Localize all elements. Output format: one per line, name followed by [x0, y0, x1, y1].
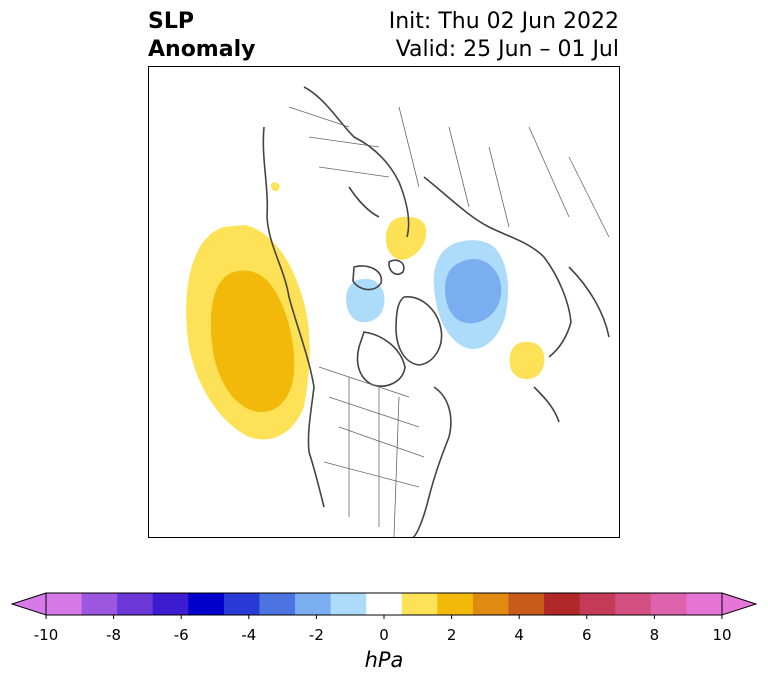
colorbar-extend-low: [10, 592, 47, 616]
colorbar-segment: [508, 593, 545, 615]
colorbar-segment: [544, 593, 581, 615]
colorbar-segment: [81, 593, 118, 615]
colorbar-tick-label: 6: [582, 626, 592, 644]
map-svg: [186, 86, 610, 537]
colorbar-segment: [366, 593, 403, 615]
map-subtitle: Init: Thu 02 Jun 2022 Valid: 25 Jun – 01…: [389, 8, 619, 64]
anomaly-positive-west-core: [210, 270, 295, 413]
colorbar-segment: [295, 593, 332, 615]
colorbar-tick-label: -4: [241, 626, 257, 644]
borders: [288, 106, 610, 537]
title-line-slp: SLP: [148, 9, 194, 34]
anomaly-negative-arctic: [346, 278, 385, 323]
colorbar-tick-label: 8: [649, 626, 660, 644]
colorbar-segment: [401, 593, 438, 615]
colorbar-segment: [152, 593, 189, 615]
colorbar-tick-label: -10: [33, 626, 59, 644]
north-america-borders: [318, 366, 425, 537]
north-america-west-coast: [262, 126, 325, 508]
colorbar-segment: [579, 593, 616, 615]
colorbar-segment: [117, 593, 154, 615]
east-asia-coast: [533, 266, 610, 423]
anomaly-positive-small-west: [271, 182, 280, 192]
colorbar: [0, 590, 768, 680]
colorbar-segment: [650, 593, 687, 615]
anomaly-negative-siberia-core: [445, 258, 502, 324]
valid-range: Valid: 25 Jun – 01 Jul: [395, 37, 619, 62]
colorbar-segment: [188, 593, 225, 615]
north-america-east-coast: [412, 386, 452, 537]
map-title: SLP Anomaly: [148, 8, 255, 64]
arctic-islands: [352, 259, 405, 291]
colorbar-tick-label: 0: [379, 626, 389, 644]
europe-coast: [303, 86, 410, 238]
coastlines: [262, 86, 610, 537]
colorbar-segment: [330, 593, 367, 615]
colorbar-unit: hPa: [364, 648, 404, 672]
eurasia-borders: [288, 106, 610, 238]
colorbar-tick-label: -8: [106, 626, 122, 644]
colorbar-extend-high: [721, 592, 758, 616]
colorbar-tick-label: -2: [308, 626, 324, 644]
colorbar-tick-label: 2: [446, 626, 457, 644]
anomaly-positive-barents: [385, 216, 427, 260]
colorbar-segment: [472, 593, 510, 615]
anomaly-positive-east-siberia: [509, 341, 545, 380]
init-date: Init: Thu 02 Jun 2022: [388, 9, 619, 34]
colorbar-tick-label: -6: [173, 626, 189, 644]
colorbar-tick-label: 4: [514, 626, 524, 644]
colorbar-svg: [10, 592, 758, 619]
colorbar-segment: [259, 593, 296, 615]
colorbar-segment: [437, 593, 474, 615]
greenland: [395, 296, 443, 366]
colorbar-segment: [615, 593, 652, 615]
hudson-bay: [356, 331, 406, 387]
colorbar-segment: [46, 593, 83, 615]
title-line-anomaly: Anomaly: [148, 37, 256, 62]
colorbar-segment: [686, 593, 723, 615]
asia-coast: [423, 176, 572, 358]
colorbar-segment: [223, 593, 260, 615]
colorbar-tick-label: 10: [712, 626, 732, 644]
map-panel: [148, 66, 620, 538]
